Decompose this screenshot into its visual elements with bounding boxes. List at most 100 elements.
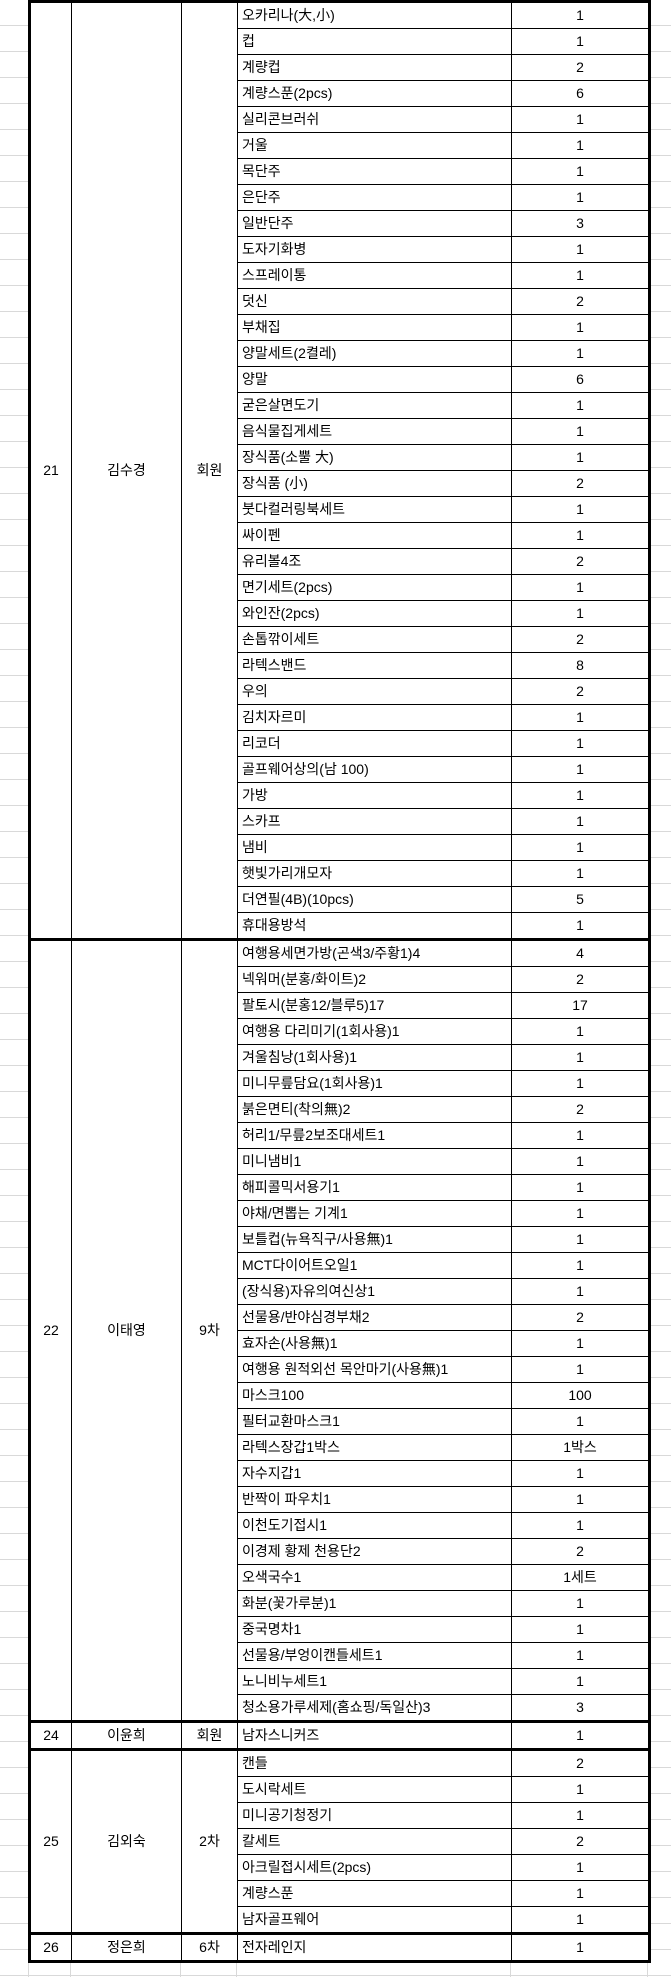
item-name-cell[interactable]: 여행용 원적외선 목안마기(사용無)1: [237, 1356, 512, 1383]
member-type-cell[interactable]: 6차: [181, 1932, 238, 1962]
item-quantity-cell[interactable]: 1: [511, 808, 650, 835]
item-name-cell[interactable]: 미니무릎담요(1회사용)1: [237, 1070, 512, 1097]
member-number-cell[interactable]: 24: [29, 1720, 72, 1750]
item-name-cell[interactable]: 해피콜믹서용기1: [237, 1174, 512, 1201]
item-name-cell[interactable]: 일반단주: [237, 210, 512, 237]
item-quantity-cell[interactable]: 2: [511, 288, 650, 315]
member-number-cell[interactable]: 26: [29, 1932, 72, 1962]
item-quantity-cell[interactable]: 1: [511, 1906, 650, 1934]
item-quantity-cell[interactable]: 1: [511, 1512, 650, 1539]
item-quantity-cell[interactable]: 1: [511, 496, 650, 523]
item-quantity-cell[interactable]: 1: [511, 1044, 650, 1071]
item-quantity-cell[interactable]: 1: [511, 1932, 650, 1962]
member-number-cell[interactable]: 21: [29, 0, 72, 940]
item-quantity-cell[interactable]: 1: [511, 522, 650, 549]
item-name-cell[interactable]: 계량스푼(2pcs): [237, 80, 512, 107]
item-quantity-cell[interactable]: 2: [511, 1828, 650, 1855]
item-name-cell[interactable]: 스프레이통: [237, 262, 512, 289]
item-name-cell[interactable]: 여행용세면가방(곤색3/주황1)4: [237, 938, 512, 967]
item-name-cell[interactable]: 필터교환마스크1: [237, 1408, 512, 1435]
item-name-cell[interactable]: 양말: [237, 366, 512, 393]
item-quantity-cell[interactable]: 2: [511, 626, 650, 653]
item-quantity-cell[interactable]: 1: [511, 860, 650, 887]
item-quantity-cell[interactable]: 2: [511, 1304, 650, 1331]
item-name-cell[interactable]: 손톱깎이세트: [237, 626, 512, 653]
item-name-cell[interactable]: 전자레인지: [237, 1932, 512, 1962]
item-quantity-cell[interactable]: 1: [511, 1668, 650, 1695]
item-quantity-cell[interactable]: 1: [511, 1018, 650, 1045]
item-quantity-cell[interactable]: 1: [511, 704, 650, 731]
item-name-cell[interactable]: 냄비: [237, 834, 512, 861]
item-quantity-cell[interactable]: 1: [511, 1278, 650, 1305]
item-quantity-cell[interactable]: 2: [511, 678, 650, 705]
item-name-cell[interactable]: 골프웨어상의(남 100): [237, 756, 512, 783]
member-type-cell[interactable]: 회원: [181, 0, 238, 940]
item-name-cell[interactable]: 겨울침낭(1회사용)1: [237, 1044, 512, 1071]
item-quantity-cell[interactable]: 1: [511, 262, 650, 289]
item-name-cell[interactable]: 아크릴접시세트(2pcs): [237, 1854, 512, 1881]
member-type-cell[interactable]: 회원: [181, 1720, 238, 1750]
item-name-cell[interactable]: 보틀컵(뉴욕직구/사용無)1: [237, 1226, 512, 1253]
item-name-cell[interactable]: 화분(꽃가루분)1: [237, 1590, 512, 1617]
item-name-cell[interactable]: 여행용 다리미기(1회사용)1: [237, 1018, 512, 1045]
item-quantity-cell[interactable]: 1: [511, 132, 650, 159]
item-quantity-cell[interactable]: 3: [511, 1694, 650, 1722]
item-quantity-cell[interactable]: 1: [511, 730, 650, 757]
item-name-cell[interactable]: 넥워머(분홍/화이트)2: [237, 966, 512, 993]
item-quantity-cell[interactable]: 1: [511, 236, 650, 263]
item-name-cell[interactable]: 캔들: [237, 1748, 512, 1777]
item-name-cell[interactable]: 싸이펜: [237, 522, 512, 549]
item-name-cell[interactable]: MCT다이어트오일1: [237, 1252, 512, 1279]
item-name-cell[interactable]: 우의: [237, 678, 512, 705]
item-quantity-cell[interactable]: 1: [511, 1356, 650, 1383]
item-quantity-cell[interactable]: 2: [511, 1748, 650, 1777]
item-name-cell[interactable]: 부채집: [237, 314, 512, 341]
member-number-cell[interactable]: 22: [29, 938, 72, 1722]
item-quantity-cell[interactable]: 1: [511, 106, 650, 133]
item-name-cell[interactable]: 붉은면티(착의無)2: [237, 1096, 512, 1123]
item-name-cell[interactable]: 휴대용방석: [237, 912, 512, 940]
item-quantity-cell[interactable]: 1: [511, 444, 650, 471]
item-name-cell[interactable]: 도자기화병: [237, 236, 512, 263]
item-quantity-cell[interactable]: 3: [511, 210, 650, 237]
member-name-cell[interactable]: 이윤희: [71, 1720, 182, 1750]
item-quantity-cell[interactable]: 1: [511, 1642, 650, 1669]
item-quantity-cell[interactable]: 1: [511, 28, 650, 55]
item-quantity-cell[interactable]: 1: [511, 0, 650, 29]
item-name-cell[interactable]: 장식품(소뿔 大): [237, 444, 512, 471]
item-name-cell[interactable]: 자수지갑1: [237, 1460, 512, 1487]
item-quantity-cell[interactable]: 1: [511, 184, 650, 211]
item-quantity-cell[interactable]: 1: [511, 600, 650, 627]
item-name-cell[interactable]: 선물용/반야심경부채2: [237, 1304, 512, 1331]
item-name-cell[interactable]: 도시락세트: [237, 1776, 512, 1803]
item-quantity-cell[interactable]: 1: [511, 1200, 650, 1227]
item-quantity-cell[interactable]: 1: [511, 834, 650, 861]
item-name-cell[interactable]: 은단주: [237, 184, 512, 211]
item-name-cell[interactable]: 계량컵: [237, 54, 512, 81]
item-name-cell[interactable]: 칼세트: [237, 1828, 512, 1855]
item-quantity-cell[interactable]: 1: [511, 1486, 650, 1513]
item-quantity-cell[interactable]: 1: [511, 392, 650, 419]
item-name-cell[interactable]: 장식품 (小): [237, 470, 512, 497]
item-name-cell[interactable]: 이경제 황제 천용단2: [237, 1538, 512, 1565]
item-quantity-cell[interactable]: 1: [511, 1802, 650, 1829]
item-name-cell[interactable]: 팔토시(분홍12/블루5)17: [237, 992, 512, 1019]
item-name-cell[interactable]: 남자스니커즈: [237, 1720, 512, 1750]
item-name-cell[interactable]: 청소용가루세제(홈쇼핑/독일산)3: [237, 1694, 512, 1722]
item-quantity-cell[interactable]: 2: [511, 470, 650, 497]
item-name-cell[interactable]: 미니냄비1: [237, 1148, 512, 1175]
item-name-cell[interactable]: 스카프: [237, 808, 512, 835]
item-name-cell[interactable]: 목단주: [237, 158, 512, 185]
item-name-cell[interactable]: 면기세트(2pcs): [237, 574, 512, 601]
item-name-cell[interactable]: 가방: [237, 782, 512, 809]
item-name-cell[interactable]: 효자손(사용無)1: [237, 1330, 512, 1357]
item-name-cell[interactable]: (장식용)자유의여신상1: [237, 1278, 512, 1305]
item-quantity-cell[interactable]: 1: [511, 1070, 650, 1097]
item-name-cell[interactable]: 라텍스밴드: [237, 652, 512, 679]
member-number-cell[interactable]: 25: [29, 1748, 72, 1934]
item-name-cell[interactable]: 굳은살면도기: [237, 392, 512, 419]
item-quantity-cell[interactable]: 2: [511, 1538, 650, 1565]
item-name-cell[interactable]: 실리콘브러쉬: [237, 106, 512, 133]
item-name-cell[interactable]: 남자골프웨어: [237, 1906, 512, 1934]
item-name-cell[interactable]: 덧신: [237, 288, 512, 315]
